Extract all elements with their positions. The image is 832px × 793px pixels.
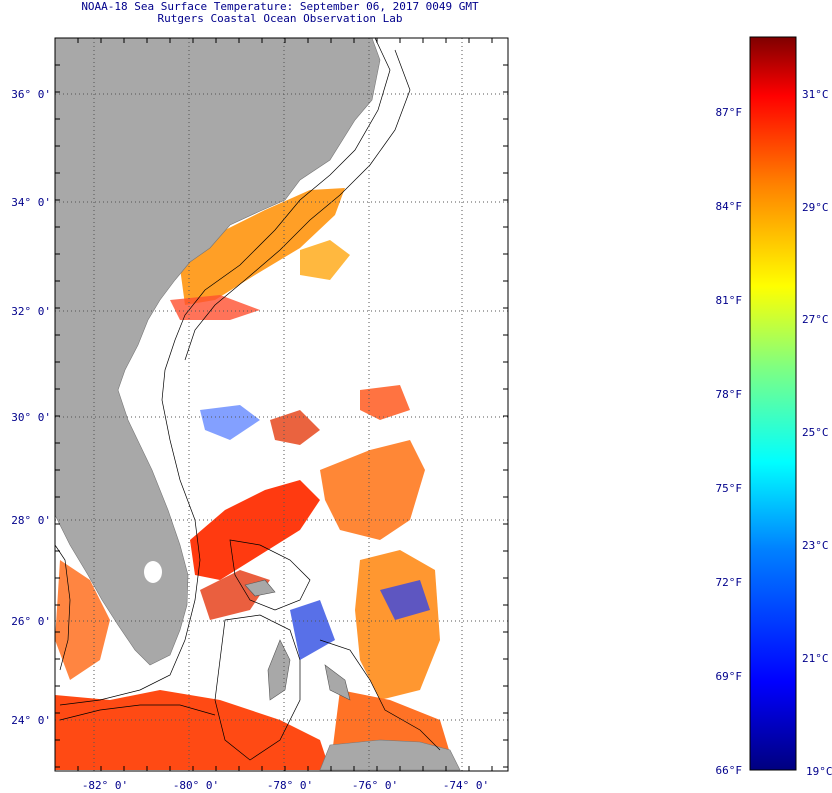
lon-label-78: -78° 0': [267, 779, 313, 792]
bathymetry-contours: [55, 38, 441, 761]
latitude-labels: 36° 0' 34° 0' 32° 0' 30° 0' 28° 0' 26° 0…: [11, 88, 51, 727]
lat-label-36: 36° 0': [11, 88, 51, 101]
colorbar-c-27: 27°C: [802, 313, 829, 326]
colorbar-f-87: 87°F: [716, 106, 743, 119]
colorbar-c-29: 29°C: [802, 201, 829, 214]
lat-label-30: 30° 0': [11, 411, 51, 424]
colorbar-f-81: 81°F: [716, 294, 743, 307]
colorbar-c-25: 25°C: [802, 426, 829, 439]
lon-label-74: -74° 0': [443, 779, 489, 792]
lake-okeechobee: [144, 561, 162, 583]
colorbar-f-75: 75°F: [716, 482, 743, 495]
map-title: NOAA-18 Sea Surface Temperature: Septemb…: [81, 0, 479, 13]
lat-label-24: 24° 0': [11, 714, 51, 727]
lat-label-28: 28° 0': [11, 514, 51, 527]
lat-label-32: 32° 0': [11, 305, 51, 318]
lat-label-34: 34° 0': [11, 196, 51, 209]
colorbar-c-19: 19°C: [806, 765, 832, 778]
colorbar-c-31: 31°C: [802, 88, 829, 101]
colorbar-gradient: [749, 36, 797, 771]
lon-label-82: -82° 0': [82, 779, 128, 792]
lon-label-76: -76° 0': [352, 779, 398, 792]
colorbar-f-72: 72°F: [716, 576, 743, 589]
temperature-colorbar: 87°F 84°F 81°F 78°F 75°F 72°F 69°F 66°F …: [716, 36, 832, 778]
lon-label-80: -80° 0': [173, 779, 219, 792]
map-frame: [54, 37, 509, 772]
colorbar-c-23: 23°C: [802, 539, 829, 552]
colorbar-f-69: 69°F: [716, 670, 743, 683]
map-subtitle: Rutgers Coastal Ocean Observation Lab: [157, 12, 403, 25]
colorbar-f-66: 66°F: [716, 764, 743, 777]
axis-ticks: [54, 37, 508, 771]
lat-label-26: 26° 0': [11, 615, 51, 628]
colorbar-f-78: 78°F: [716, 388, 743, 401]
land-cuba: [319, 739, 461, 771]
colorbar-c-21: 21°C: [802, 652, 829, 665]
colorbar-f-84: 84°F: [716, 200, 743, 213]
sst-swaths: [55, 188, 455, 770]
longitude-labels: -82° 0' -80° 0' -78° 0' -76° 0' -74° 0': [82, 779, 489, 792]
